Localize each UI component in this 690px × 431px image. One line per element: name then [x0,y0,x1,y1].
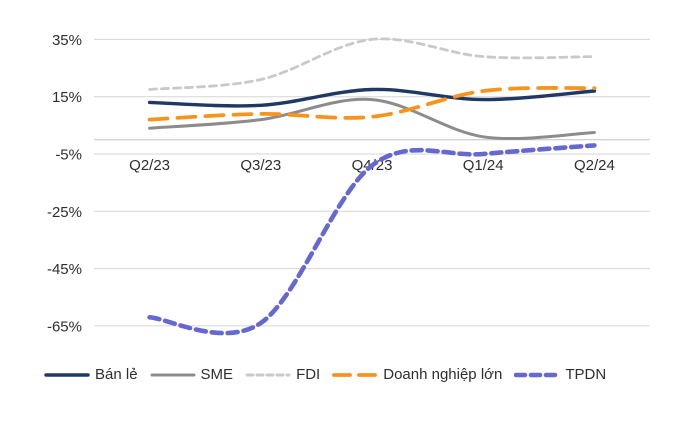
y-tick-label: -25% [47,204,82,221]
x-category-label: Q1/24 [463,157,504,174]
legend-label: SME [200,366,234,383]
x-category-label: Q2/23 [129,157,170,174]
legend-label: Bán lẻ [95,366,138,383]
y-tick-label: -65% [47,318,82,335]
series-line-0 [147,87,597,108]
legend-item-0: Bán lẻ [44,366,138,384]
chart-legend: Bán lẻ SME FDI Doanh nghiệp lớn TPDN [44,366,606,384]
line-chart-canvas: 35%15%-5%-25%-45%-65% Q2/23 Q3/23 Q4/23 Q1/… [47,32,650,336]
legend-line-swatch [332,373,379,377]
series-line-4 [147,143,597,336]
legend-line-swatch [514,372,561,378]
legend-label: TPDN [565,366,607,383]
gridlines [94,38,650,327]
legend-line-swatch [245,373,291,377]
series-lines [147,37,597,336]
legend-item-1: SME [150,366,234,384]
legend-item-4: TPDN [514,366,606,384]
series-line-3 [147,86,597,122]
x-category-label: Q3/23 [240,157,281,174]
y-tick-label: 15% [52,89,82,106]
y-tick-label: -45% [47,261,82,278]
legend-line-swatch [150,373,196,377]
y-tick-label: 35% [52,32,82,49]
legend-label: FDI [296,366,321,383]
series-line-2 [148,37,596,91]
y-axis-tick-labels: 35% 15% -5% -25% -45% -65% [47,32,82,335]
y-tick-label: -5% [55,147,82,164]
legend-item-2: FDI [245,366,320,384]
legend-label: Doanh nghiệp lớn [383,366,503,383]
legend-line-swatch [44,373,90,377]
series-line-1 [148,97,596,141]
legend-item-3: Doanh nghiệp lớn [332,366,502,384]
x-category-label: Q2/24 [574,157,615,174]
